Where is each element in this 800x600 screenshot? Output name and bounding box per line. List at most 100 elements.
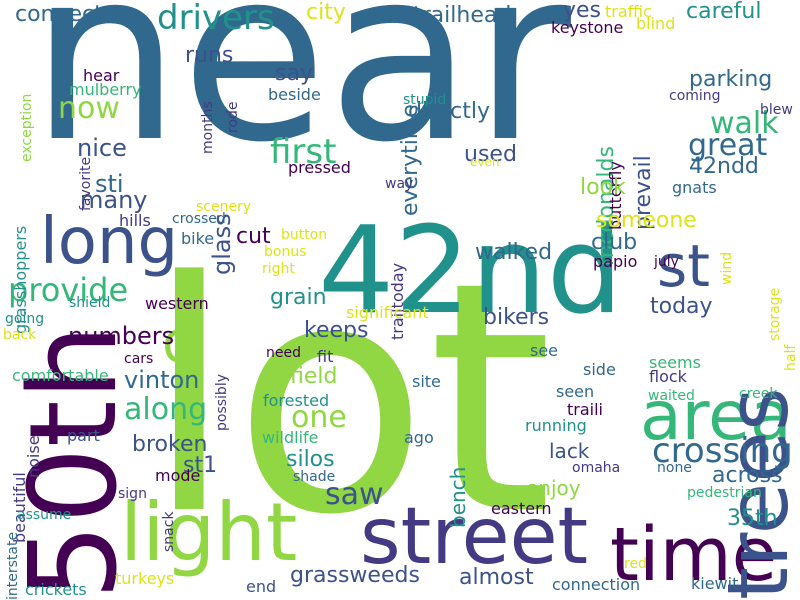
cloud-word-keystone: keystone bbox=[551, 18, 624, 37]
cloud-word-lot: lot bbox=[145, 214, 553, 584]
cloud-word-runs: runs bbox=[185, 43, 234, 68]
cloud-word-d: d bbox=[162, 310, 198, 375]
cloud-word-used: used bbox=[464, 142, 517, 167]
cloud-word-forested: forested bbox=[263, 391, 330, 410]
cloud-word-july: july bbox=[654, 254, 679, 270]
cloud-word-half: half bbox=[783, 344, 799, 371]
cloud-word-site: site bbox=[412, 372, 441, 391]
cloud-word-wind: wind bbox=[719, 251, 735, 285]
cloud-word-ago: ago bbox=[404, 428, 434, 447]
cloud-word-vinton: vinton bbox=[124, 366, 200, 394]
cloud-word-traffic: traffic bbox=[605, 2, 652, 21]
cloud-word-yes: yes bbox=[563, 0, 602, 23]
cloud-word-walk: walk bbox=[710, 106, 779, 141]
cloud-word-bench: bench bbox=[446, 466, 470, 528]
cloud-word-fit: fit bbox=[317, 347, 334, 366]
cloud-word-blew: blew bbox=[760, 102, 793, 118]
cloud-word-42ndd: 42ndd bbox=[689, 154, 759, 179]
cloud-word-interstate: interstate bbox=[5, 531, 21, 600]
cloud-word-along: along bbox=[124, 392, 208, 427]
cloud-word-42nd: 42nd bbox=[318, 202, 623, 341]
cloud-word-bonus: bonus bbox=[264, 244, 307, 260]
cloud-word-say: say bbox=[275, 61, 313, 86]
cloud-word-even: even bbox=[470, 155, 500, 169]
cloud-word-broken: broken bbox=[132, 432, 208, 457]
cloud-word-light: light bbox=[120, 486, 298, 579]
cloud-word-hills: hills bbox=[119, 211, 151, 230]
cloud-word-side: side bbox=[583, 360, 616, 379]
cloud-word-turkeys: turkeys bbox=[115, 569, 175, 588]
cloud-word-almost: almost bbox=[459, 565, 534, 590]
cloud-word-across: across bbox=[712, 463, 783, 488]
cloud-word-seems: seems bbox=[649, 353, 701, 372]
cloud-word-grassweeds: grassweeds bbox=[290, 563, 420, 588]
cloud-word-crossed: crossed bbox=[172, 211, 226, 227]
cloud-word-sign: sign bbox=[118, 486, 147, 502]
cloud-word-anywayrode: anywayrode bbox=[461, 364, 477, 450]
cloud-word-flock: flock bbox=[649, 367, 687, 386]
cloud-word-scenery: scenery bbox=[196, 199, 252, 215]
cloud-word-sti: sti bbox=[95, 170, 124, 198]
cloud-word-enjoy: enjoy bbox=[526, 476, 581, 500]
cloud-word-stupid: stupid bbox=[403, 92, 447, 108]
cloud-word-shield: shield bbox=[69, 295, 111, 311]
cloud-word-papio: papio bbox=[593, 252, 638, 271]
cloud-word-walked: walked bbox=[475, 240, 553, 265]
cloud-word-near: near bbox=[30, 0, 571, 195]
cloud-word-creek: creek bbox=[739, 386, 778, 402]
cloud-word-st: st bbox=[657, 232, 710, 300]
cloud-word-assume: assume bbox=[17, 507, 72, 523]
cloud-word-st1: st1 bbox=[183, 453, 218, 478]
cloud-word-bike: bike bbox=[181, 229, 215, 248]
cloud-word-silos: silos bbox=[286, 447, 335, 472]
cloud-word-blind: blind bbox=[636, 14, 676, 33]
cloud-word-need: need bbox=[266, 345, 301, 361]
cloud-word-keeps: keeps bbox=[304, 318, 369, 343]
cloud-word-way: way bbox=[385, 176, 414, 192]
cloud-word-lack: lack bbox=[549, 439, 590, 463]
cloud-word-storage: storage bbox=[767, 287, 783, 341]
cloud-word-mode: mode bbox=[155, 466, 201, 485]
cloud-word-look: look bbox=[580, 175, 626, 200]
cloud-word-connection: connection bbox=[552, 575, 641, 594]
cloud-word-great: great bbox=[688, 128, 768, 163]
cloud-word-end: end bbox=[246, 577, 277, 596]
cloud-word-part: part bbox=[67, 426, 100, 445]
cloud-word-coming: coming bbox=[669, 88, 721, 104]
cloud-word-careful: careful bbox=[686, 0, 762, 24]
cloud-word-significant: significant bbox=[346, 303, 429, 322]
cloud-word-snack: snack bbox=[161, 511, 177, 552]
cloud-word-club: club bbox=[591, 230, 638, 255]
cloud-word-gnats: gnats bbox=[672, 178, 717, 197]
cloud-word-area: area bbox=[640, 377, 792, 456]
cloud-word-now: now bbox=[58, 91, 120, 126]
cloud-word-rode: rode bbox=[225, 101, 241, 133]
cloud-word-first: first bbox=[270, 132, 337, 172]
cloud-word-nice: nice bbox=[77, 134, 127, 162]
cloud-word-grain: grain bbox=[270, 285, 327, 310]
cloud-word-traili: traili bbox=[567, 400, 603, 419]
cloud-word-saw: saw bbox=[325, 477, 384, 512]
cloud-word-button: button bbox=[281, 227, 328, 243]
cloud-word-omaha: omaha bbox=[572, 460, 621, 476]
cloud-word-favorite: favorite bbox=[78, 156, 94, 211]
cloud-word-cut: cut bbox=[236, 224, 271, 249]
cloud-word-connects: connects bbox=[15, 2, 115, 27]
cloud-word-red: red bbox=[624, 556, 647, 572]
cloud-word-trailtoday: trailtoday bbox=[388, 262, 407, 340]
cloud-word-running: running bbox=[525, 416, 587, 435]
cloud-word-months: months bbox=[200, 101, 216, 154]
cloud-word-hear: hear bbox=[83, 66, 120, 85]
cloud-word-crickets: crickets bbox=[25, 580, 87, 599]
cloud-word-kiewit: kiewit bbox=[691, 574, 739, 593]
cloud-word-see: see bbox=[530, 341, 559, 360]
cloud-word-waited: waited bbox=[648, 388, 695, 404]
cloud-word-exception: exception bbox=[19, 93, 35, 162]
cloud-word-field: field bbox=[290, 364, 338, 389]
cloud-word-western: western bbox=[145, 294, 209, 313]
cloud-word-shade: shade bbox=[293, 469, 336, 485]
cloud-word-parking: parking bbox=[689, 67, 773, 92]
cloud-word-pressed: pressed bbox=[288, 158, 351, 177]
cloud-word-cars: cars bbox=[124, 351, 154, 367]
